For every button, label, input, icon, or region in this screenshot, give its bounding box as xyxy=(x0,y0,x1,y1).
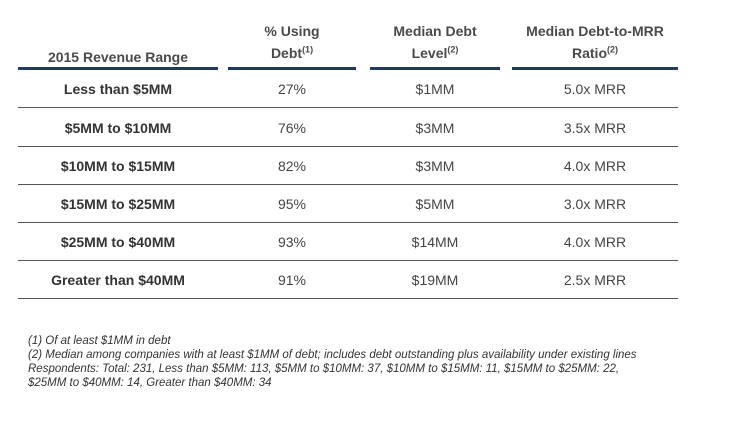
header-rule-range xyxy=(18,67,218,70)
header-rule-debt xyxy=(370,67,500,70)
footnote-2: (2) Median among companies with at least… xyxy=(28,349,637,361)
row-divider xyxy=(18,260,678,261)
row-debt: $1MM xyxy=(415,81,455,97)
row-divider xyxy=(18,222,678,223)
row-range: Less than $5MM xyxy=(63,81,173,97)
header-pct-line2: Debt(1) xyxy=(270,44,314,61)
row-debt: $3MM xyxy=(415,158,455,174)
header-median-debt-level: Median Debt Level(2) xyxy=(370,20,500,64)
row-divider xyxy=(18,184,678,185)
row-pct: 76% xyxy=(277,120,307,136)
row-ratio: 2.5x MRR xyxy=(563,272,627,288)
row-ratio: 4.0x MRR xyxy=(563,234,627,250)
row-range: $15MM to $25MM xyxy=(60,196,176,212)
row-ratio: 3.0x MRR xyxy=(563,196,627,212)
footnote-1: (1) Of at least $1MM in debt xyxy=(28,335,171,347)
header-ratio-line1: Median Debt-to-MRR xyxy=(526,23,664,39)
row-divider xyxy=(18,107,678,108)
header-pct-line1: % Using xyxy=(264,23,320,39)
row-debt: $14MM xyxy=(411,234,459,250)
footnote-respondents-line2: $25MM to $40MM: 14, Greater than $40MM: … xyxy=(28,377,272,389)
row-divider xyxy=(18,146,678,147)
row-debt: $5MM xyxy=(415,196,455,212)
header-pct-using-debt: % Using Debt(1) xyxy=(228,20,356,64)
row-range: $25MM to $40MM xyxy=(60,234,176,250)
row-pct: 91% xyxy=(277,272,307,288)
footnote-respondents-line1: Respondents: Total: 231, Less than $5MM:… xyxy=(28,363,620,375)
footnotes: (1) Of at least $1MM in debt (2) Median … xyxy=(28,334,728,390)
row-pct: 93% xyxy=(277,234,307,250)
header-debt-line2: Level(2) xyxy=(411,44,459,61)
row-pct: 95% xyxy=(277,196,307,212)
header-rule-pct xyxy=(228,67,356,70)
header-revenue-range: 2015 Revenue Range xyxy=(47,49,189,65)
row-ratio: 3.5x MRR xyxy=(563,120,627,136)
row-debt: $19MM xyxy=(411,272,459,288)
row-ratio: 4.0x MRR xyxy=(563,158,627,174)
header-debt-to-mrr-ratio: Median Debt-to-MRR Ratio(2) xyxy=(510,20,680,64)
row-range: $10MM to $15MM xyxy=(60,158,176,174)
row-divider xyxy=(18,298,678,299)
row-debt: $3MM xyxy=(415,120,455,136)
row-pct: 27% xyxy=(277,81,307,97)
row-ratio: 5.0x MRR xyxy=(563,81,627,97)
header-rule-ratio xyxy=(512,67,678,70)
row-range: $5MM to $10MM xyxy=(64,120,172,136)
header-ratio-line2: Ratio(2) xyxy=(572,44,618,61)
row-range: Greater than $40MM xyxy=(51,272,185,288)
row-pct: 82% xyxy=(277,158,307,174)
header-debt-line1: Median Debt xyxy=(393,23,477,39)
